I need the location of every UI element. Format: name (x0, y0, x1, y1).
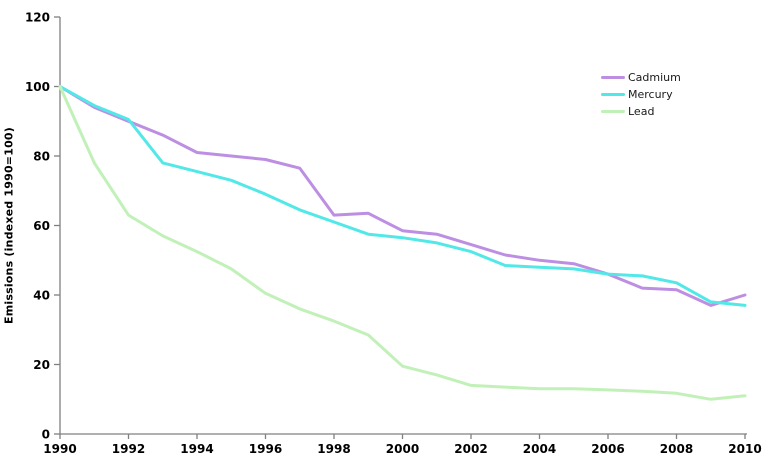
x-tick-label: 1992 (112, 442, 145, 456)
y-axis-title: Emissions (indexed 1990=100) (2, 126, 16, 325)
mercury-line (58, 85, 747, 307)
cadmium-line-swatch (601, 76, 625, 79)
x-tick-label: 1990 (43, 442, 76, 456)
x-tick-label: 2004 (523, 442, 556, 456)
legend-item-lead: Lead (601, 103, 681, 120)
x-tick-label: 2008 (660, 442, 693, 456)
legend: Cadmium Mercury Lead (601, 69, 681, 120)
x-tick-label: 2000 (386, 442, 419, 456)
y-tick-label: 60 (33, 219, 50, 233)
legend-item-cadmium: Cadmium (601, 69, 681, 86)
lead-line (58, 85, 747, 401)
x-tick-label: 1998 (317, 442, 350, 456)
y-tick-label: 20 (33, 358, 50, 372)
legend-label-cadmium: Cadmium (628, 71, 681, 84)
y-tick-label: 100 (25, 80, 50, 94)
y-tick-label: 80 (33, 150, 50, 164)
x-tick-label: 2010 (728, 442, 761, 456)
y-tick-label: 120 (25, 11, 50, 25)
mercury-line-swatch (601, 93, 625, 96)
x-tick-label: 2006 (591, 442, 624, 456)
lead-line-swatch (601, 110, 625, 113)
x-tick-label: 1994 (180, 442, 213, 456)
y-tick-label: 40 (33, 289, 50, 303)
y-tick-label: 0 (42, 428, 50, 442)
x-tick-label: 2002 (454, 442, 487, 456)
cadmium-line (58, 85, 747, 307)
legend-item-mercury: Mercury (601, 86, 681, 103)
legend-label-mercury: Mercury (628, 88, 673, 101)
x-tick-label: 1996 (249, 442, 282, 456)
legend-label-lead: Lead (628, 105, 655, 118)
